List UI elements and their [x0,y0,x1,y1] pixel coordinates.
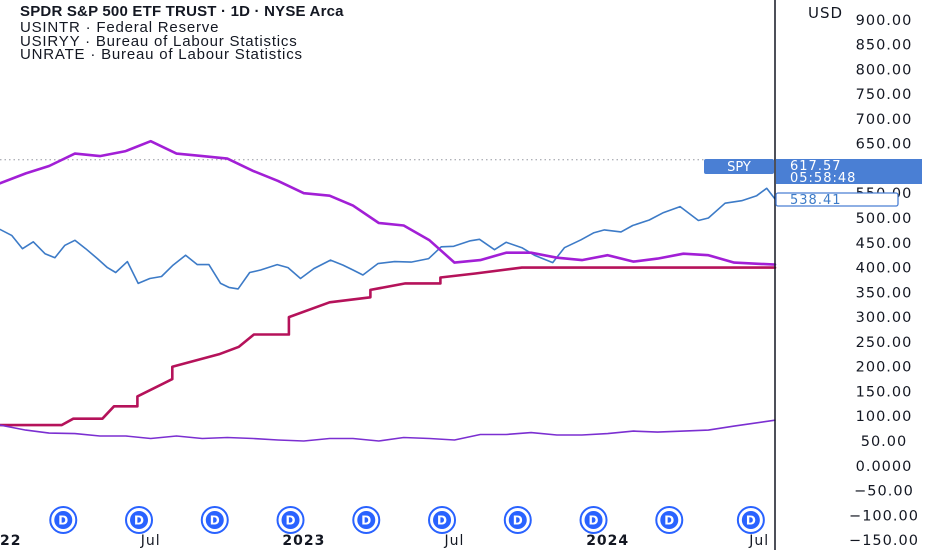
last-value-label: 538.41 [790,193,842,208]
y-tick-label: 350.00 [856,285,913,301]
y-tick-label: 100.00 [856,409,913,425]
x-tick-label: 2024 [586,533,629,549]
y-tick-label: 250.00 [856,335,913,351]
dividend-marker-label: D [589,514,599,528]
current-price-tag [776,159,922,184]
dividend-marker-label: D [746,514,756,528]
legend-title[interactable]: SPDR S&P 500 ETF TRUST · 1D · NYSE Arca [20,3,344,20]
dividend-marker-inner-7 [508,511,527,529]
dividend-marker-inner-8 [584,511,603,529]
x-tick-label: Jul [444,533,465,549]
current-price-value: 617.57 [790,159,842,174]
legend-usintr[interactable]: USINTR · Federal Reserve [20,19,220,36]
x-tick-label: 2022 [0,533,21,549]
dividend-marker-inner-4 [281,511,300,529]
y-tick-label: 150.00 [856,384,913,400]
dividend-marker-inner-6 [433,511,452,529]
series-line-unrate[interactable] [0,419,776,442]
y-tick-label: −150.00 [849,533,919,549]
series-line-usintr[interactable] [0,266,777,427]
axis-currency-label: USD [808,4,843,22]
y-tick-label: 750.00 [856,87,913,103]
dividend-marker-label: D [134,514,144,528]
y-tick-label: 800.00 [856,62,913,78]
y-tick-label: 700.00 [856,112,913,128]
dividend-marker-label: D [437,514,447,528]
symbol-tag [704,159,774,174]
time-axis[interactable]: 2022 Jul 2023 Jul 2024 Jul [0,533,769,549]
series-line-usiryy[interactable] [0,139,777,266]
chart-legend: SPDR S&P 500 ETF TRUST · 1D · NYSE Arca … [20,3,344,62]
dividend-marker-label: D [58,514,68,528]
y-tick-label: 500.00 [856,211,913,227]
legend-usiryy[interactable]: USIRYY · Bureau of Labour Statistics [20,32,298,50]
y-tick-label: 400.00 [856,261,913,277]
dividend-marker-inner-5 [357,511,376,529]
dividend-marker-inner-2 [130,511,149,529]
dividend-marker-label: D [361,514,371,528]
y-tick-label: 50.00 [861,434,908,450]
legend-unrate[interactable]: UNRATE · Bureau of Labour Statistics [20,46,303,63]
y-tick-label: −100.00 [849,508,919,524]
y-tick-label: 0.0000 [856,459,913,475]
bar-countdown: 05:58:48 [790,171,856,186]
y-tick-label: 900.00 [856,13,913,29]
y-tick-label: 850.00 [856,38,913,54]
x-tick-label: Jul [140,533,161,549]
dividend-marker-label: D [286,514,296,528]
dividend-marker-label: D [210,514,220,528]
y-tick-label: 300.00 [856,310,913,326]
last-value-tag [775,192,899,207]
series-group [0,139,777,442]
y-tick-label: 200.00 [856,360,913,376]
y-tick-label: −50.00 [854,484,914,500]
y-tick-label: 650.00 [856,137,913,153]
dividend-marker-label: D [513,514,523,528]
x-tick-label: 2023 [282,533,325,549]
series-line-spy[interactable] [0,187,776,290]
dividend-marker-inner-9 [660,511,679,529]
price-tags: SPY 617.57 05:58:48 538.41 [704,159,922,208]
dividend-marker-inner-10 [741,511,760,529]
dividend-marker-label: D [664,514,674,528]
y-tick-label: 450.00 [856,236,913,252]
dividend-marker-inner-3 [205,511,224,529]
dividend-marker-inner-1 [54,511,73,529]
x-tick-label: Jul [748,533,769,549]
symbol-tag-label: SPY [727,160,751,175]
